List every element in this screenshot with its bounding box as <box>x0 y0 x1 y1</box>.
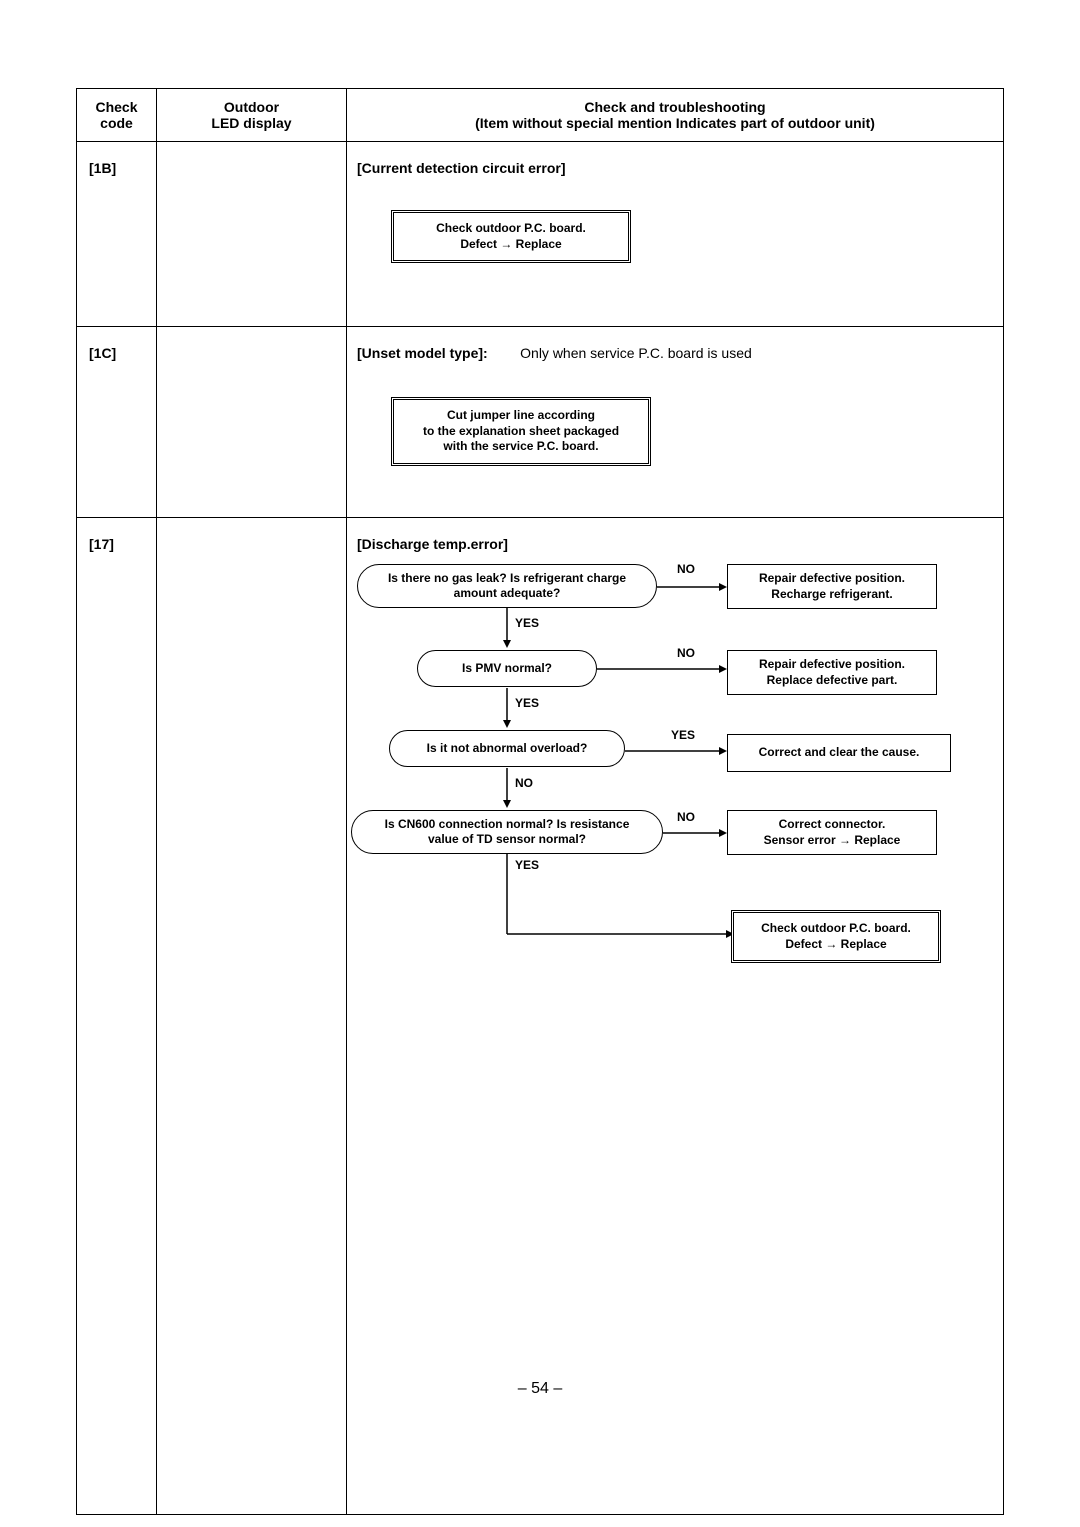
process-box: Check outdoor P.C. board. Defect → Repla… <box>731 910 941 963</box>
cell-main: [Current detection circuit error] Check … <box>347 142 1003 326</box>
cell-main: [Unset model type]: Only when service P.… <box>347 327 1003 517</box>
cell-main: [Discharge temp.error] Is there no gas l… <box>347 518 1003 1514</box>
arrow-down-icon <box>502 768 512 808</box>
label-no: NO <box>677 646 695 660</box>
cell-led <box>157 518 347 1514</box>
header-outdoor-led: Outdoor LED display <box>157 89 347 141</box>
cell-check-code: [17] <box>77 518 157 1514</box>
action-box: Repair defective position. Recharge refr… <box>727 564 937 609</box>
label-no: NO <box>677 562 695 576</box>
header-main-title: Check and troubleshooting <box>351 99 999 115</box>
arrow-right-icon <box>663 828 727 838</box>
page-number: – 54 – <box>0 1380 1080 1398</box>
flowchart: Is there no gas leak? Is refrigerant cha… <box>357 564 993 1484</box>
process-box: Cut jumper line according to the explana… <box>391 397 651 466</box>
section-title: [Discharge temp.error] <box>357 536 993 552</box>
table-header-row: Check code Outdoor LED display Check and… <box>77 89 1003 142</box>
flowchart: Cut jumper line according to the explana… <box>357 397 993 487</box>
table-row: [1B] [Current detection circuit error] C… <box>77 142 1003 327</box>
table-row: [1C] [Unset model type]: Only when servi… <box>77 327 1003 518</box>
header-main: Check and troubleshooting (Item without … <box>347 89 1003 141</box>
arrow-down-icon <box>502 688 512 728</box>
condition-box: Is it not abnormal overload? <box>389 730 625 767</box>
cell-check-code: [1B] <box>77 142 157 326</box>
header-main-sub: (Item without special mention Indicates … <box>351 115 999 131</box>
arrow-right-icon <box>597 664 727 674</box>
arrow-right-icon <box>625 746 727 756</box>
arrow-down-icon <box>502 608 512 648</box>
arrow-right-icon <box>657 582 727 592</box>
label-yes: YES <box>515 616 539 630</box>
cell-led <box>157 142 347 326</box>
label-yes: YES <box>671 728 695 742</box>
condition-box: Is there no gas leak? Is refrigerant cha… <box>357 564 657 608</box>
section-title: [Unset model type]: <box>357 345 488 361</box>
section-title: [Current detection circuit error] <box>357 160 993 176</box>
action-box: Correct connector. Sensor error → Replac… <box>727 810 937 855</box>
condition-box: Is CN600 connection normal? Is resistanc… <box>351 810 663 854</box>
cell-check-code: [1C] <box>77 327 157 517</box>
cell-led <box>157 327 347 517</box>
process-box: Check outdoor P.C. board. Defect → Repla… <box>391 210 631 263</box>
section-subtitle: Only when service P.C. board is used <box>520 345 752 361</box>
action-box: Correct and clear the cause. <box>727 734 951 772</box>
label-yes: YES <box>515 696 539 710</box>
table-row: [17] [Discharge temp.error] Is there no … <box>77 518 1003 1514</box>
action-box: Repair defective position. Replace defec… <box>727 650 937 695</box>
flowchart: Check outdoor P.C. board. Defect → Repla… <box>357 210 993 296</box>
label-no: NO <box>515 776 533 790</box>
condition-box: Is PMV normal? <box>417 650 597 687</box>
header-check-code: Check code <box>77 89 157 141</box>
label-no: NO <box>677 810 695 824</box>
troubleshooting-table: Check code Outdoor LED display Check and… <box>76 88 1004 1515</box>
arrow-path-icon <box>502 854 738 944</box>
